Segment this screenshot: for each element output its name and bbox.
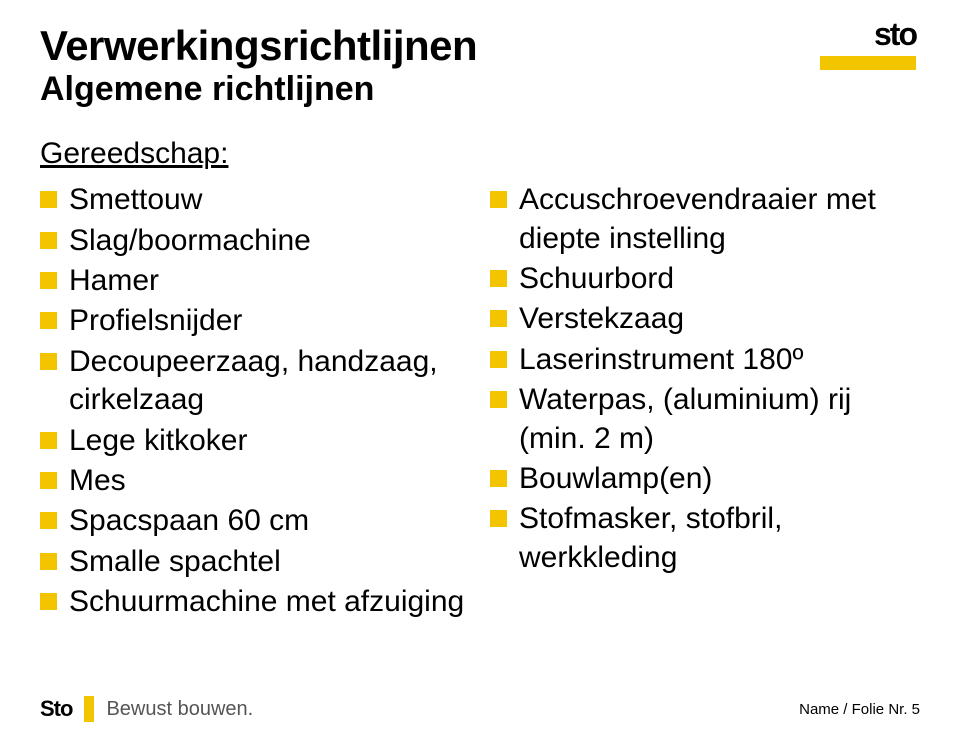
list-item: Profielsnijder: [40, 302, 470, 340]
footer-left: Sto Bewust bouwen.: [40, 696, 253, 722]
list-item-text: Stofmasker, stofbril, werkkleding: [519, 500, 920, 577]
bullet-icon: [490, 351, 507, 368]
footer: Sto Bewust bouwen. Name / Folie Nr. 5: [0, 696, 960, 722]
footer-page-ref: Name / Folie Nr. 5: [799, 701, 920, 718]
bullet-icon: [40, 593, 57, 610]
list-item: Lege kitkoker: [40, 422, 470, 460]
list-item-text: Laserinstrument 180º: [519, 341, 920, 379]
list-item: Bouwlamp(en): [490, 460, 920, 498]
bullet-icon: [40, 272, 57, 289]
right-list: Accuschroevendraaier met diepte instelli…: [490, 181, 920, 577]
content-columns: Smettouw Slag/boormachine Hamer Profiels…: [40, 181, 920, 623]
bullet-icon: [40, 312, 57, 329]
list-item: Smalle spachtel: [40, 543, 470, 581]
right-column: Accuschroevendraaier met diepte instelli…: [490, 181, 920, 623]
bullet-icon: [490, 270, 507, 287]
list-item-text: Mes: [69, 462, 470, 500]
list-item: Decoupeerzaag, handzaag, cirkelzaag: [40, 343, 470, 420]
brand-logo-text: sto: [874, 18, 916, 50]
list-item-text: Spacspaan 60 cm: [69, 502, 470, 540]
list-item: Mes: [40, 462, 470, 500]
list-item-text: Smettouw: [69, 181, 470, 219]
left-column: Smettouw Slag/boormachine Hamer Profiels…: [40, 181, 470, 623]
page-title: Verwerkingsrichtlijnen: [40, 22, 920, 70]
list-item: Waterpas, (aluminium) rij (min. 2 m): [490, 381, 920, 458]
list-item-text: Schuurbord: [519, 260, 920, 298]
list-item: Laserinstrument 180º: [490, 341, 920, 379]
bullet-icon: [490, 510, 507, 527]
left-list: Smettouw Slag/boormachine Hamer Profiels…: [40, 181, 470, 621]
list-item-text: Schuurmachine met afzuiging: [69, 583, 470, 621]
bullet-icon: [40, 553, 57, 570]
bullet-icon: [40, 232, 57, 249]
footer-tagline: Bewust bouwen.: [106, 698, 253, 721]
bullet-icon: [490, 310, 507, 327]
bullet-icon: [40, 432, 57, 449]
brand-logo: sto: [820, 18, 916, 70]
list-item: Spacspaan 60 cm: [40, 502, 470, 540]
list-item-text: Hamer: [69, 262, 470, 300]
list-item-text: Accuschroevendraaier met diepte instelli…: [519, 181, 920, 258]
bullet-icon: [40, 472, 57, 489]
list-item: Slag/boormachine: [40, 222, 470, 260]
bullet-icon: [40, 353, 57, 370]
list-item: Schuurbord: [490, 260, 920, 298]
bullet-icon: [490, 391, 507, 408]
list-item-text: Decoupeerzaag, handzaag, cirkelzaag: [69, 343, 470, 420]
bullet-icon: [40, 191, 57, 208]
list-item-text: Bouwlamp(en): [519, 460, 920, 498]
list-item: Stofmasker, stofbril, werkkleding: [490, 500, 920, 577]
list-item-text: Slag/boormachine: [69, 222, 470, 260]
list-item-text: Lege kitkoker: [69, 422, 470, 460]
page-subtitle: Algemene richtlijnen: [40, 70, 920, 109]
list-item-text: Profielsnijder: [69, 302, 470, 340]
footer-brand: Sto: [40, 696, 72, 722]
list-item-text: Verstekzaag: [519, 300, 920, 338]
bullet-icon: [490, 191, 507, 208]
slide: sto Verwerkingsrichtlijnen Algemene rich…: [0, 0, 960, 736]
brand-logo-bar: [820, 56, 916, 70]
list-item: Smettouw: [40, 181, 470, 219]
list-item: Schuurmachine met afzuiging: [40, 583, 470, 621]
bullet-icon: [40, 512, 57, 529]
section-heading: Gereedschap:: [40, 137, 920, 171]
list-item: Accuschroevendraaier met diepte instelli…: [490, 181, 920, 258]
bullet-icon: [490, 470, 507, 487]
list-item: Hamer: [40, 262, 470, 300]
list-item-text: Waterpas, (aluminium) rij (min. 2 m): [519, 381, 920, 458]
list-item: Verstekzaag: [490, 300, 920, 338]
footer-accent-bar: [84, 696, 94, 722]
list-item-text: Smalle spachtel: [69, 543, 470, 581]
